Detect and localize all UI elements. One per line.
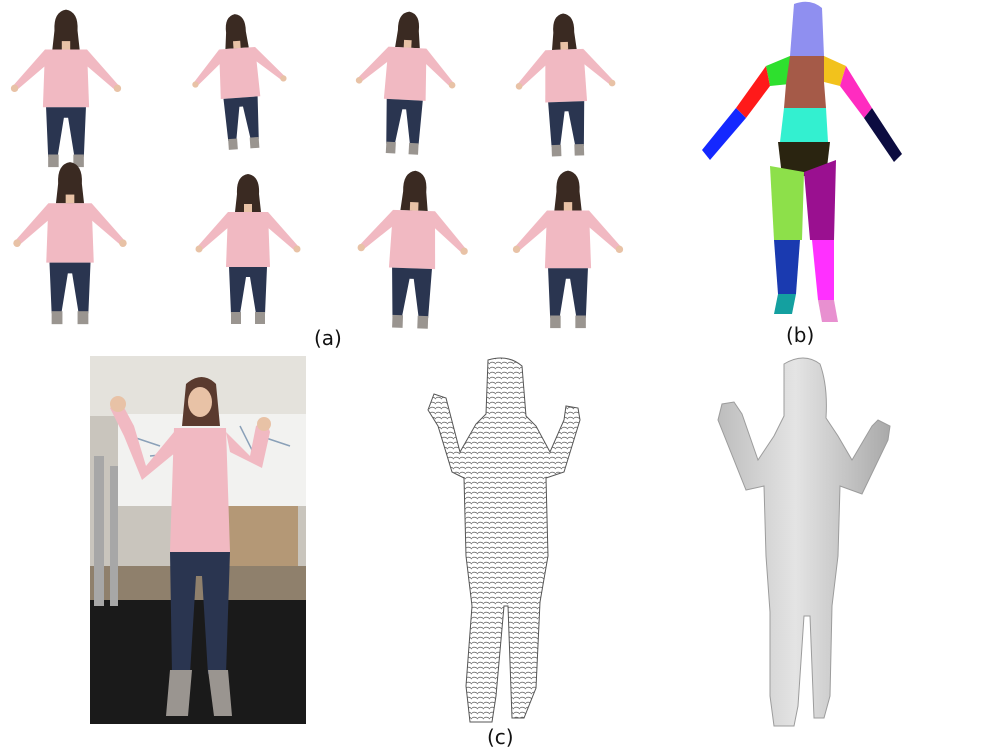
- segment-right-shin: [812, 240, 834, 300]
- pose-figure: [512, 170, 624, 329]
- caption-a: (a): [314, 326, 342, 350]
- pose-figure: [187, 10, 292, 153]
- segment-left-thigh: [770, 166, 804, 240]
- panel-c-depth-scan: [427, 357, 581, 723]
- pose-figure: [13, 162, 127, 325]
- segment-left-shoulder: [766, 56, 790, 86]
- segment-head: [790, 1, 824, 56]
- segment-left-shin: [774, 240, 800, 294]
- segment-left-foot: [774, 294, 796, 314]
- depth-silhouette: [427, 357, 581, 723]
- panel-b-segmentation: [702, 1, 902, 322]
- segment-chest: [784, 56, 826, 108]
- caption-c: (c): [487, 725, 514, 749]
- segment-right-thigh: [804, 160, 836, 240]
- segment-right-upper-arm: [840, 66, 872, 118]
- segment-left-forearm: [702, 108, 746, 160]
- pose-figure: [513, 11, 618, 158]
- segment-right-foot: [818, 300, 838, 322]
- person: [110, 377, 271, 716]
- panel-a-pose-grid: [10, 8, 624, 331]
- segment-left-upper-arm: [736, 66, 770, 118]
- segment-abdomen: [780, 108, 828, 142]
- mesh-silhouette: [717, 357, 891, 727]
- pose-figure: [10, 9, 122, 168]
- segment-right-forearm: [864, 108, 902, 162]
- panel-c-fused-mesh: [717, 357, 891, 727]
- pose-figure: [195, 174, 301, 324]
- panel-c-rgb-photo: [90, 356, 306, 724]
- black-mat: [90, 600, 306, 724]
- caption-b: (b): [786, 323, 815, 347]
- pose-figure: [354, 168, 471, 331]
- segment-right-shoulder: [824, 56, 846, 86]
- pose-figure: [352, 8, 460, 157]
